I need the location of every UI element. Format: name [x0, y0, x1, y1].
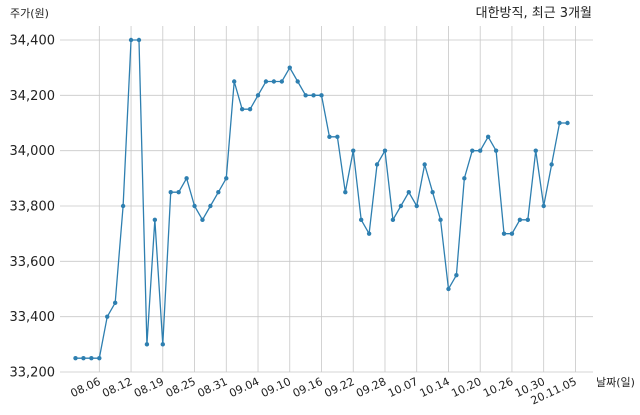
y-tick-label: 33,400	[10, 310, 56, 325]
data-point	[470, 148, 475, 153]
x-tick-label: 09.10	[259, 375, 293, 400]
data-point	[517, 217, 523, 223]
data-point	[501, 231, 507, 236]
x-tick-label: 10.20	[449, 375, 483, 400]
x-tick-label: 10.26	[481, 375, 515, 400]
data-point	[446, 286, 451, 292]
data-point	[168, 189, 173, 195]
data-point	[232, 79, 237, 84]
data-point	[105, 314, 110, 319]
data-point	[565, 120, 570, 126]
y-tick-label: 33,800	[10, 200, 56, 215]
y-tick-label: 34,000	[10, 144, 56, 159]
data-point	[454, 272, 459, 278]
data-point	[485, 134, 491, 140]
data-point	[311, 93, 316, 98]
data-point	[176, 189, 181, 195]
data-point	[271, 79, 277, 84]
x-tick-label: 09.16	[291, 375, 325, 400]
data-point	[152, 217, 158, 223]
data-point	[541, 203, 546, 209]
data-point	[192, 203, 197, 209]
y-tick-label: 33,600	[10, 255, 56, 270]
data-point	[549, 162, 554, 167]
data-point	[430, 189, 435, 195]
x-tick-label: 08.19	[132, 375, 166, 400]
data-point	[493, 148, 499, 153]
data-point	[422, 162, 427, 167]
data-point	[414, 203, 419, 209]
data-point	[319, 93, 324, 98]
data-point	[239, 106, 245, 112]
data-point	[160, 342, 165, 347]
data-point	[406, 189, 411, 195]
data-point	[366, 231, 372, 236]
data-point	[374, 162, 380, 167]
y-tick-label: 34,400	[10, 34, 56, 49]
data-point	[438, 217, 443, 223]
x-tick-label: 09.22	[322, 375, 356, 400]
data-point	[335, 134, 340, 140]
data-point	[509, 231, 515, 236]
data-point	[303, 93, 308, 98]
x-tick-label: 08.25	[164, 375, 198, 400]
data-point	[128, 37, 134, 43]
data-point	[398, 203, 404, 209]
data-point	[287, 65, 292, 70]
data-point	[247, 106, 253, 112]
data-point	[295, 79, 300, 84]
x-axis-label: 날짜(일)	[596, 375, 635, 389]
data-point	[112, 300, 118, 306]
x-tick-label: 08.06	[69, 375, 103, 400]
data-point	[89, 355, 94, 361]
data-point	[382, 148, 388, 153]
data-point	[184, 176, 189, 181]
data-point	[97, 355, 102, 361]
data-point	[533, 148, 538, 153]
x-tick-label: 10.14	[418, 375, 452, 400]
data-point	[255, 93, 261, 98]
data-point	[144, 342, 150, 347]
data-point	[327, 134, 332, 140]
data-point	[216, 189, 221, 195]
data-point	[200, 217, 205, 223]
x-tick-label: 09.28	[354, 375, 388, 400]
data-point	[73, 355, 78, 361]
data-point	[136, 37, 142, 43]
data-point	[351, 148, 356, 153]
x-tick-label: 10.07	[386, 375, 420, 400]
y-tick-label: 34,200	[10, 89, 56, 104]
data-point	[81, 355, 86, 361]
data-point	[208, 203, 213, 209]
data-point	[343, 189, 348, 195]
data-point	[525, 217, 531, 223]
y-tick-label: 33,200	[10, 366, 56, 381]
data-point	[462, 176, 467, 181]
y-axis-label: 주가(원)	[10, 7, 49, 20]
chart-title: 대한방직, 최근 3개월	[476, 6, 592, 21]
x-tick-label: 08.31	[195, 375, 229, 400]
x-tick-label: 08.12	[100, 375, 134, 400]
data-point	[224, 176, 229, 181]
data-point	[358, 217, 364, 223]
data-point	[120, 203, 126, 209]
data-point	[279, 79, 285, 84]
data-point	[478, 148, 483, 153]
x-tick-label: 09.04	[227, 375, 261, 400]
data-point	[557, 120, 562, 126]
data-point	[390, 217, 396, 223]
data-point	[263, 79, 269, 84]
